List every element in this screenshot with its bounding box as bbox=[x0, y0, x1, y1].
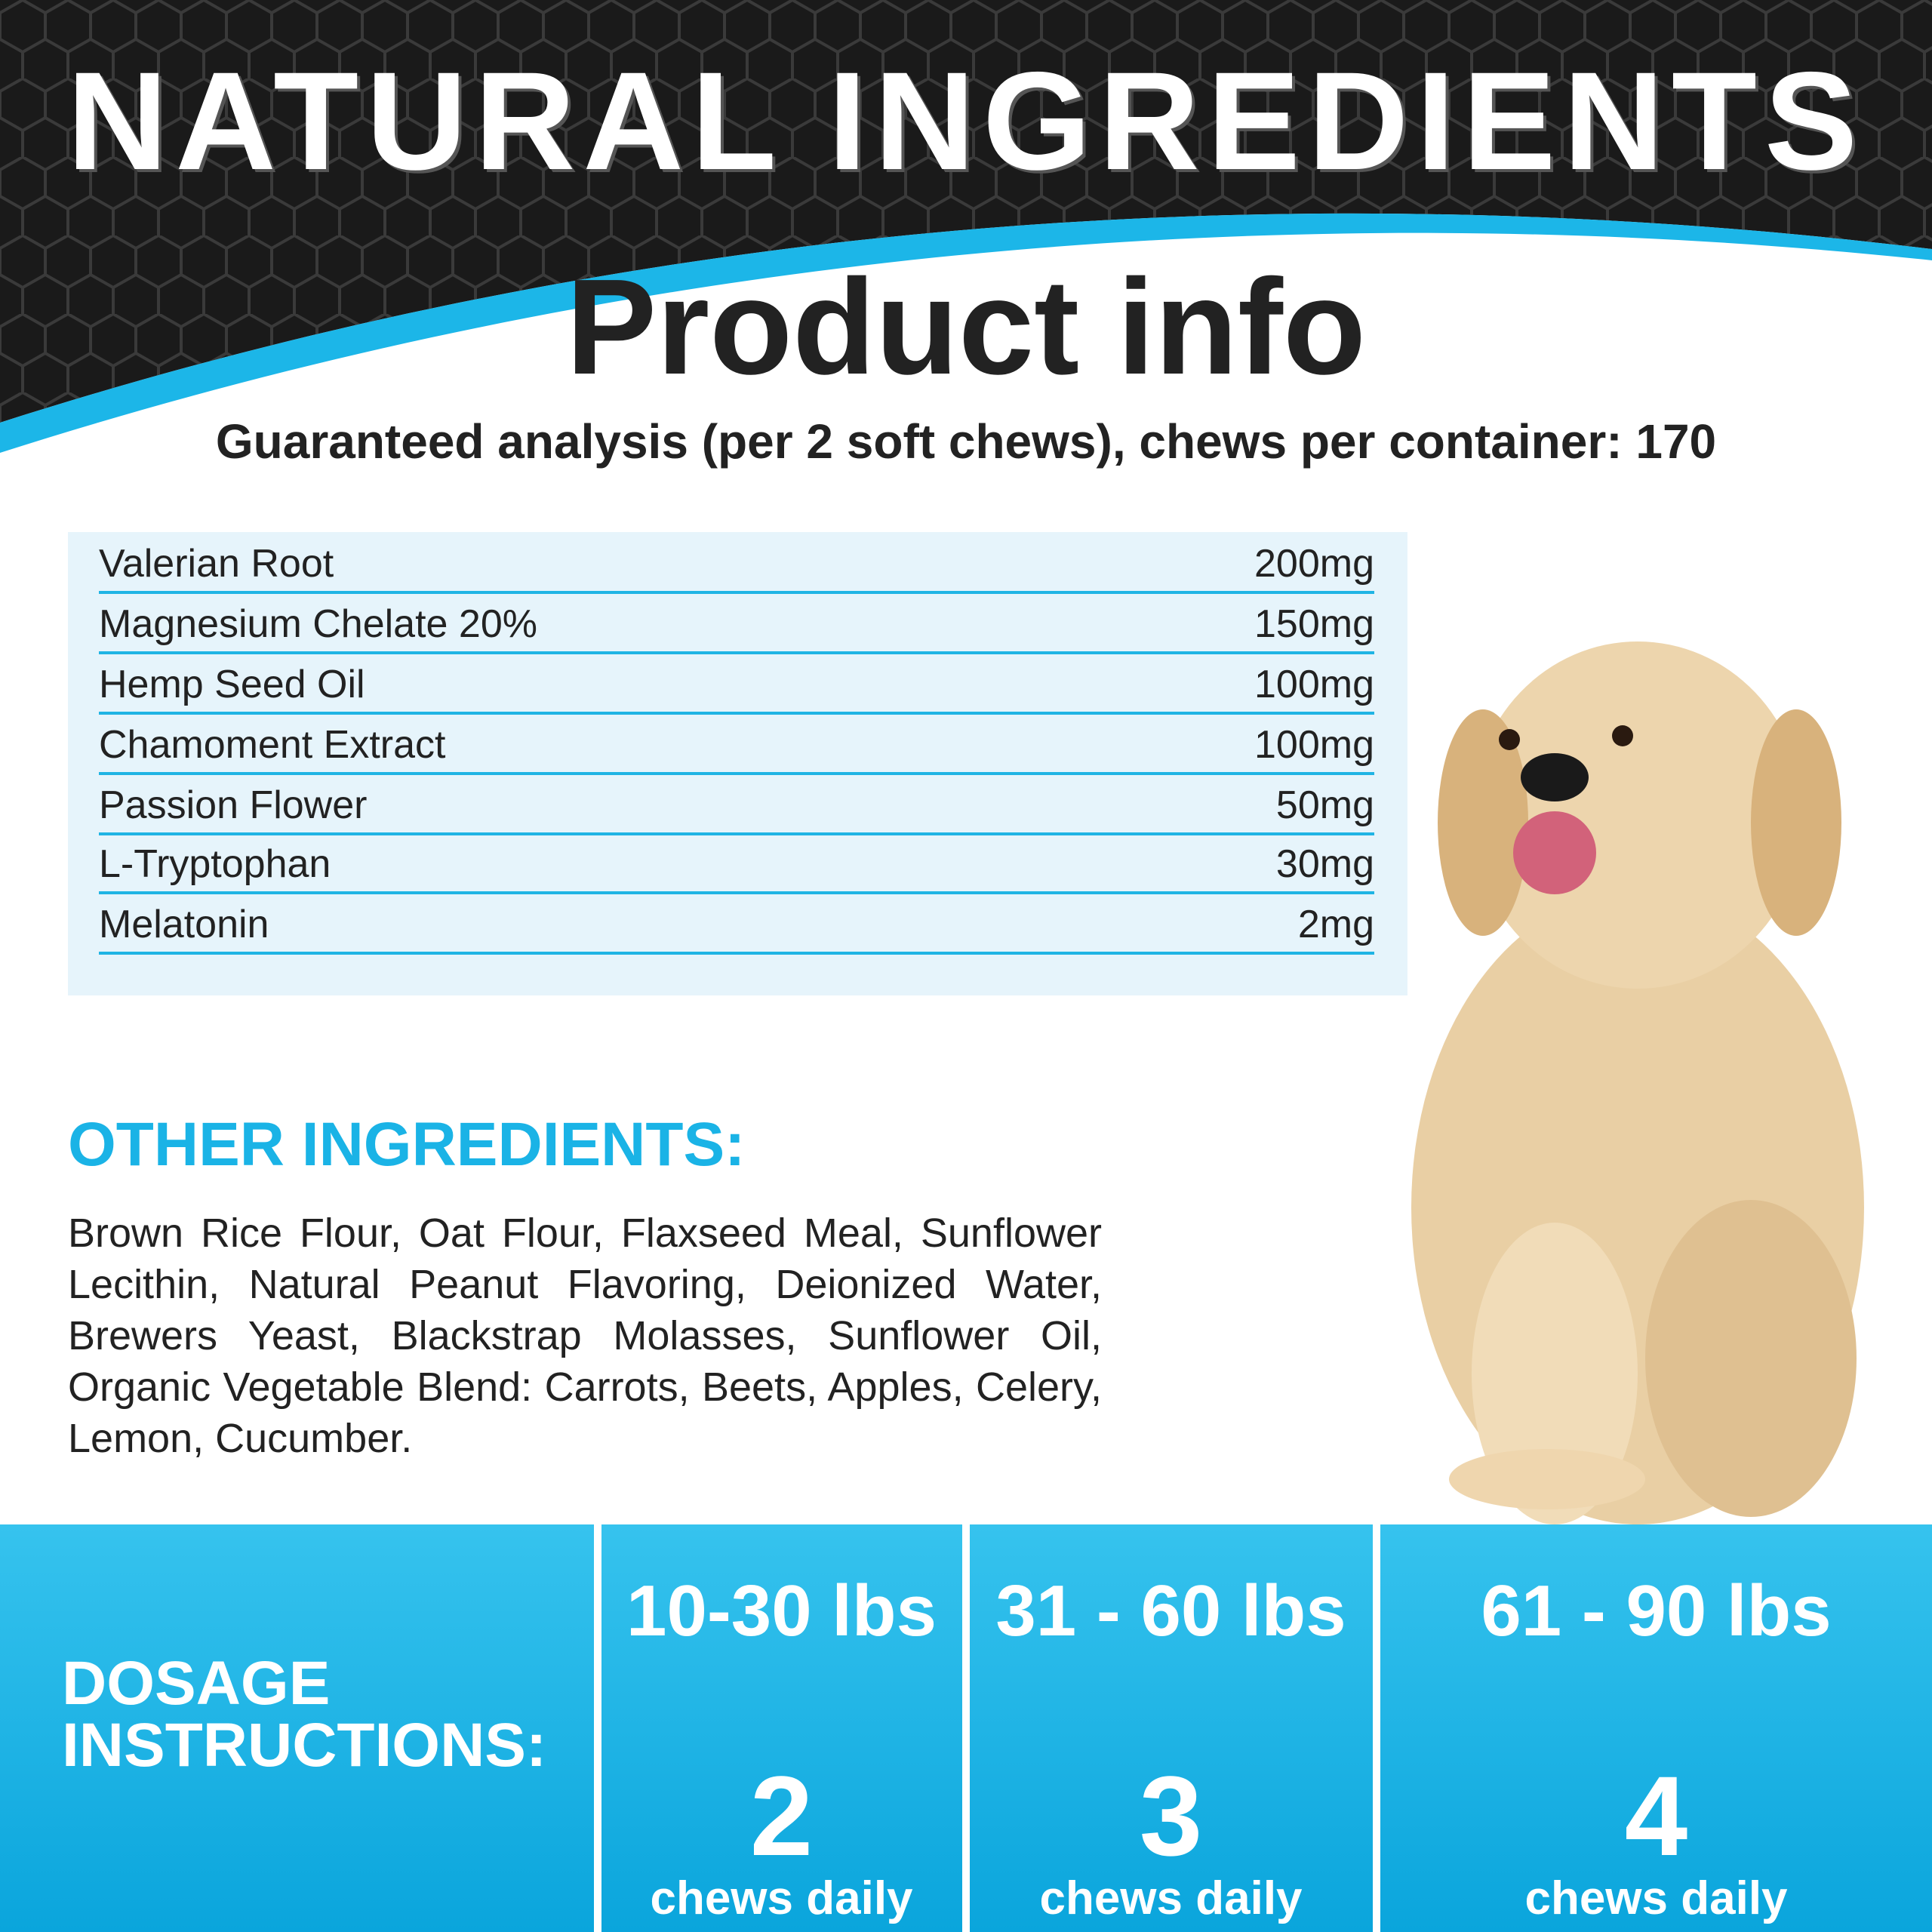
header-pattern bbox=[0, 0, 1932, 423]
ingredient-amount: 100mg bbox=[1254, 663, 1374, 706]
weight-range: 31 - 60 lbs bbox=[995, 1571, 1346, 1651]
ingredient-text: Brown Rice Flour, Oat Flour, Flaxseed Me… bbox=[68, 1211, 1102, 1461]
table-row: Chamoment Extract 100mg bbox=[99, 713, 1374, 775]
ingredient-amount: 100mg bbox=[1254, 723, 1374, 767]
chew-unit: chews daily bbox=[1524, 1872, 1788, 1924]
ingredient-amount: 2mg bbox=[1297, 903, 1374, 946]
section-title: Product info bbox=[566, 251, 1366, 403]
chew-count: 3 bbox=[1139, 1752, 1203, 1879]
weight-range: 61 - 90 lbs bbox=[1481, 1571, 1832, 1651]
chew-count: 2 bbox=[749, 1752, 814, 1879]
ingredient-name: Passion Flower bbox=[99, 783, 368, 827]
table-row: Melatonin 2mg bbox=[99, 893, 1374, 955]
separator bbox=[1373, 1524, 1380, 1932]
title: NATURAL INGREDIENTS bbox=[66, 44, 1866, 199]
ingredient-name: Valerian Root bbox=[99, 542, 334, 586]
ingredient-name: Melatonin bbox=[99, 903, 269, 946]
table-row: Magnesium Chelate 20% 150mg bbox=[99, 592, 1374, 654]
ingredient-name: Chamoment Extract bbox=[99, 723, 446, 767]
table-row: Valerian Root 200mg bbox=[99, 532, 1374, 594]
heading: OTHER INGREDIENTS: bbox=[68, 1110, 746, 1179]
ingredient-amount: 200mg bbox=[1254, 542, 1374, 586]
ingredient-table: Valerian Root 200mg Magnesium Chelate 20% 1… bbox=[68, 532, 1407, 995]
ingredient-name: L-Tryptophan bbox=[99, 842, 331, 886]
dog-illustration bbox=[1411, 641, 1864, 1524]
separator bbox=[594, 1524, 601, 1932]
wave bbox=[0, 213, 1932, 453]
dosage-column: 61 - 90 lbs 4 chews daily bbox=[1380, 1524, 1932, 1932]
dosage-column: 31 - 60 lbs 3 chews daily bbox=[970, 1524, 1372, 1932]
chew-count: 4 bbox=[1624, 1752, 1688, 1879]
table-row: Passion Flower 50mg bbox=[99, 774, 1374, 835]
ingredient-amount: 150mg bbox=[1254, 602, 1374, 646]
dosage-column: 10-30 lbs 2 chews daily bbox=[601, 1524, 961, 1932]
separator bbox=[962, 1524, 970, 1932]
ingredient-name: Magnesium Chelate 20% bbox=[99, 602, 537, 646]
ingredient-amount: 50mg bbox=[1275, 783, 1374, 827]
subtitle: Guaranteed analysis (per 2 soft chews), … bbox=[215, 414, 1717, 469]
table-row: Hemp Seed Oil 100mg bbox=[99, 653, 1374, 715]
weight-range: 10-30 lbs bbox=[626, 1571, 937, 1651]
ingredient-amount: 30mg bbox=[1275, 842, 1374, 886]
ingredient-name: Hemp Seed Oil bbox=[99, 663, 365, 706]
chew-unit: chews daily bbox=[1039, 1872, 1303, 1924]
dosage-heading: DOSAGE INSTRUCTIONS: bbox=[62, 1649, 547, 1780]
table-row: L-Tryptophan 30mg bbox=[99, 832, 1374, 894]
chew-unit: chews daily bbox=[650, 1872, 913, 1924]
